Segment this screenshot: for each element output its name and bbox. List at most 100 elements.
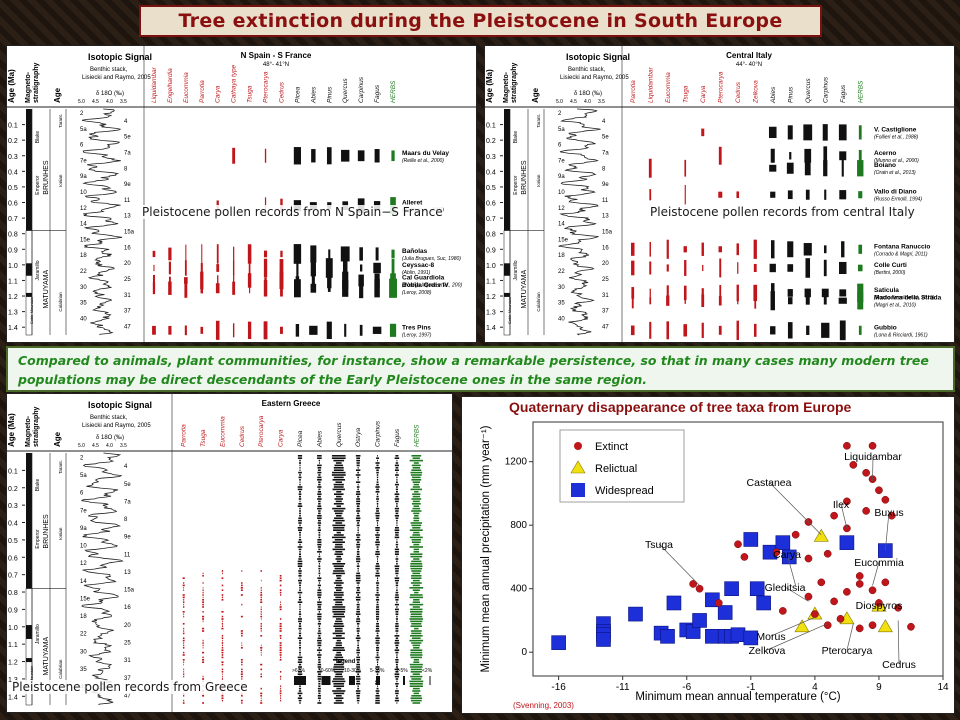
pollen-bar bbox=[215, 320, 220, 340]
mis-label: 7e bbox=[80, 508, 87, 514]
mis-label: 5e bbox=[124, 135, 131, 141]
pollen-bar bbox=[295, 323, 300, 337]
pollen-bar bbox=[260, 601, 263, 603]
pollen-bar bbox=[334, 623, 344, 625]
pollen-bar bbox=[376, 570, 379, 572]
pollen-bar bbox=[232, 323, 235, 338]
pollen-bar bbox=[356, 692, 361, 695]
pollen-diagram-greece: Age (Ma) Magneto-stratigraphy AgeIsotopic … bbox=[6, 393, 453, 713]
point-widespread bbox=[839, 535, 855, 550]
pollen-bar bbox=[334, 546, 343, 548]
pollen-bar bbox=[395, 618, 398, 620]
pollen-bar bbox=[332, 479, 346, 481]
annotation-label: Castanea bbox=[747, 477, 792, 489]
pollen-bar bbox=[326, 321, 332, 340]
point-extinct bbox=[714, 599, 723, 607]
isotopic-title: Isotopic Signal bbox=[88, 400, 152, 410]
pollen-bar bbox=[333, 467, 344, 469]
pollen-bar bbox=[241, 642, 243, 644]
taxon-label: Carpinus bbox=[375, 420, 382, 447]
pollen-bar bbox=[299, 654, 301, 656]
taxon-label: Pterocarya bbox=[258, 415, 265, 447]
taxon-label: Pinus bbox=[787, 86, 794, 103]
pollen-bar bbox=[409, 683, 423, 685]
pollen-bar bbox=[377, 663, 379, 666]
pollen-bar bbox=[318, 692, 321, 695]
pollen-bar bbox=[240, 632, 243, 635]
pollen-bar bbox=[376, 469, 379, 471]
pollen-bar bbox=[410, 563, 423, 565]
pollen-bar bbox=[202, 702, 204, 704]
mis-label: 40 bbox=[80, 316, 87, 322]
annotation-label: Cedrus bbox=[882, 659, 916, 671]
x-tick-label: -11 bbox=[616, 682, 630, 693]
point-extinct bbox=[811, 610, 819, 618]
taxon-label: Abies bbox=[770, 86, 777, 104]
pollen-bar bbox=[317, 551, 322, 553]
point-widespread bbox=[724, 581, 739, 596]
age-col-label: Age bbox=[53, 431, 62, 447]
annotation-label: Diospyros bbox=[856, 600, 903, 612]
pollen-bar bbox=[317, 678, 322, 680]
age-tick-label: 0.5 bbox=[486, 185, 496, 192]
pollen-bar bbox=[263, 279, 268, 297]
pollen-bar bbox=[317, 596, 321, 599]
pollen-bar bbox=[318, 659, 321, 661]
pollen-bar bbox=[395, 637, 399, 639]
pollen-bar bbox=[202, 594, 204, 596]
pollen-bar bbox=[410, 582, 422, 584]
pollen-bar bbox=[240, 615, 243, 618]
pollen-bar bbox=[279, 671, 282, 673]
pollen-bar bbox=[182, 639, 185, 642]
pollen-bar bbox=[376, 587, 379, 589]
pollen-bar bbox=[804, 148, 812, 163]
pollen-bar bbox=[336, 577, 341, 579]
pollen-bar bbox=[332, 471, 346, 474]
pollen-bar bbox=[318, 680, 321, 683]
pollen-bar bbox=[336, 639, 341, 642]
pollen-bar bbox=[298, 659, 302, 661]
pollen-bar bbox=[376, 476, 379, 479]
point-extinct bbox=[734, 540, 742, 549]
pollen-bar bbox=[394, 551, 399, 553]
site-name: Tres Pins bbox=[402, 324, 431, 331]
x-axis-label: Minimum mean annual temperature (°C) bbox=[635, 691, 840, 703]
mis-label: 9a bbox=[558, 174, 565, 180]
pollen-bar bbox=[182, 611, 185, 613]
pollen-bar bbox=[357, 685, 359, 687]
age-tick-label: 0.8 bbox=[8, 590, 18, 597]
pollen-bar bbox=[375, 639, 380, 642]
pollen-bar bbox=[666, 239, 669, 259]
x-tick-label: -1 bbox=[746, 682, 755, 693]
pollen-bar bbox=[318, 570, 321, 572]
region-title: N Spain - S France bbox=[241, 51, 312, 60]
pollen-bar bbox=[396, 459, 398, 462]
point-widespread bbox=[878, 543, 893, 558]
pollen-bar bbox=[356, 515, 360, 517]
mis-label: 35 bbox=[80, 301, 87, 307]
pollen-bar bbox=[318, 534, 321, 536]
pollen-bar bbox=[310, 259, 316, 277]
pollen-bar bbox=[839, 289, 847, 297]
pollen-bar bbox=[356, 459, 361, 462]
isotope-curve bbox=[558, 108, 601, 336]
pollen-bar bbox=[857, 264, 863, 272]
pollen-bar bbox=[332, 507, 346, 510]
mis-label: 20 bbox=[124, 623, 131, 629]
pollen-bar bbox=[279, 584, 282, 587]
panel-border bbox=[6, 393, 453, 713]
site-name: Fontana Ranuccio bbox=[874, 243, 930, 250]
point-extinct bbox=[830, 511, 838, 520]
pollen-bar bbox=[241, 675, 243, 678]
pollen-bar bbox=[413, 531, 420, 534]
pollen-bar bbox=[376, 531, 379, 534]
x-tick-label: 4 bbox=[812, 682, 818, 693]
pollen-bar bbox=[317, 467, 322, 469]
site-reference: (Leroy, 1997) bbox=[402, 332, 432, 338]
pollen-bar bbox=[412, 500, 420, 503]
pollen-bar bbox=[355, 455, 361, 457]
mis-label: 11 bbox=[602, 198, 609, 204]
pollen-bar bbox=[202, 659, 205, 661]
pollen-bar bbox=[736, 191, 740, 199]
pollen-bar bbox=[413, 517, 420, 519]
